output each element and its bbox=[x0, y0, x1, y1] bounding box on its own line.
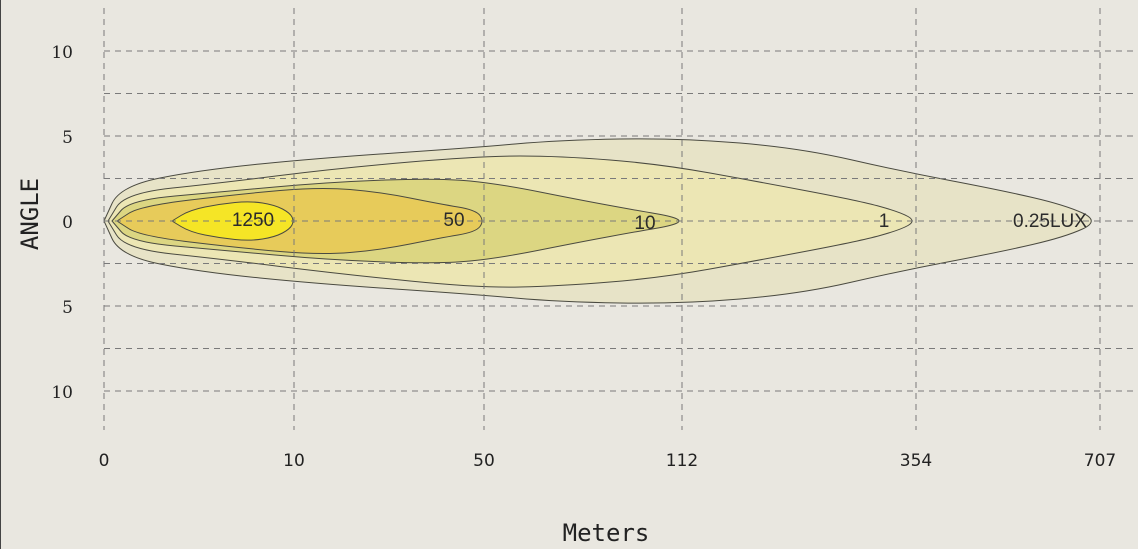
x-axis-title: Meters bbox=[563, 519, 650, 547]
y-tick-label-2: 0 bbox=[62, 213, 73, 233]
isolux-contour-1250 bbox=[171, 201, 294, 241]
y-tick-label-3: 5 bbox=[62, 298, 73, 318]
x-tick-label-10: 10 bbox=[283, 451, 305, 471]
x-tick-label-0: 0 bbox=[99, 451, 110, 471]
contour-label-layer: 0.25LUX 1 10 50 1250 bbox=[232, 210, 1087, 234]
y-tick-labels: 10 5 0 5 10 bbox=[51, 43, 73, 403]
isolux-contour-50 bbox=[116, 187, 483, 255]
x-tick-label-112: 112 bbox=[666, 451, 698, 471]
x-tick-label-354: 354 bbox=[900, 451, 932, 471]
contour-label-1: 1 bbox=[879, 211, 890, 232]
contour-label-1250: 1250 bbox=[232, 210, 274, 231]
contour-label-50: 50 bbox=[443, 210, 464, 231]
contour-label-0-25lux: 0.25LUX bbox=[1013, 211, 1087, 232]
contour-label-10: 10 bbox=[634, 213, 655, 234]
x-tick-label-707: 707 bbox=[1084, 451, 1116, 471]
x-tick-labels: 0 10 50 112 354 707 bbox=[99, 451, 1117, 471]
y-axis-title: ANGLE bbox=[16, 178, 44, 250]
y-tick-label-1: 5 bbox=[62, 128, 73, 148]
y-tick-label-4: 10 bbox=[51, 383, 73, 403]
grid bbox=[103, 8, 1138, 430]
y-tick-label-0: 10 bbox=[51, 43, 73, 63]
x-tick-label-50: 50 bbox=[473, 451, 495, 471]
